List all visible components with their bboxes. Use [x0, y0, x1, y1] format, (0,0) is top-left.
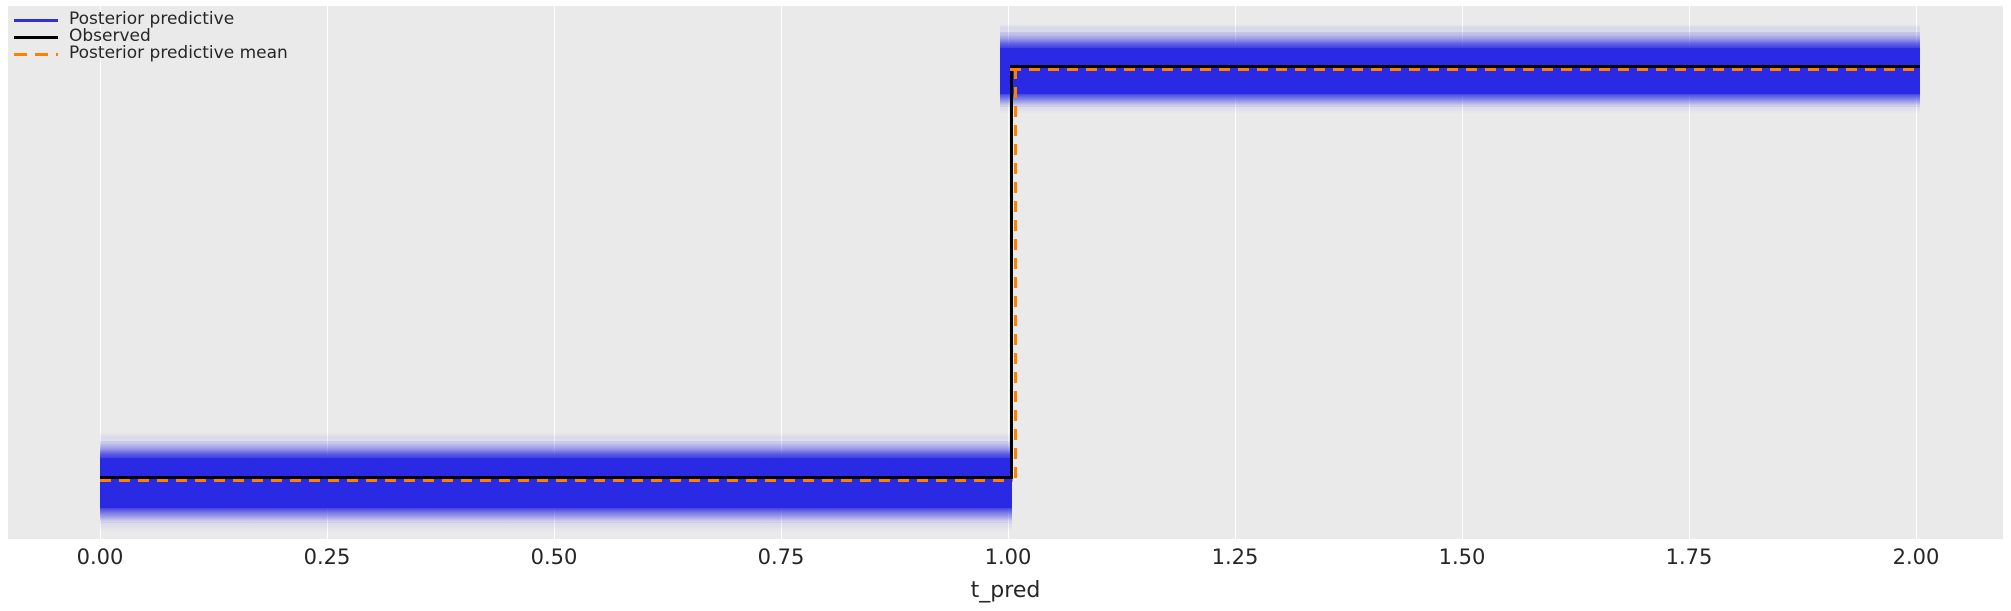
- x-tick-label-5: 1.25: [1211, 545, 1259, 569]
- observed-line-segment-lower: [100, 476, 1013, 479]
- observed-line-segment-upper: [1010, 65, 1920, 68]
- x-tick-label-6: 1.50: [1438, 545, 1486, 569]
- x-tick-label-3: 0.75: [757, 545, 805, 569]
- band-fringe-lower-outer: [100, 432, 1012, 442]
- gridline-x-2: [554, 6, 555, 539]
- x-axis-tick-labels: 0.00 0.25 0.50 0.75 1.00 1.25 1.50 1.75 …: [0, 545, 2011, 575]
- legend-entry-posterior-predictive: Posterior predictive: [14, 9, 344, 29]
- band-fringe-lower-top: [100, 441, 1012, 459]
- posterior-predictive-band-upper: [1000, 6, 1920, 126]
- band-fringe-upper-outer-bottom: [1000, 106, 1920, 114]
- legend-entry-observed: Observed: [14, 26, 344, 46]
- legend-dashed-line-icon-posterior-predictive-mean: [14, 53, 58, 56]
- band-fringe-upper-outer: [1000, 24, 1920, 34]
- legend-entry-posterior-predictive-mean: Posterior predictive mean: [14, 43, 344, 63]
- x-tick-label-7: 1.75: [1665, 545, 1713, 569]
- gridline-x-3: [781, 6, 782, 539]
- gridline-x-5: [1235, 6, 1236, 539]
- gridline-x-0: [100, 6, 101, 539]
- x-axis-label: t_pred: [970, 578, 1041, 603]
- x-tick-label-4: 1.00: [984, 545, 1032, 569]
- band-fringe-upper-bottom: [1000, 93, 1920, 107]
- gridline-x-6: [1462, 6, 1463, 539]
- band-fringe-lower-bottom: [100, 507, 1012, 523]
- band-fringe-upper-top: [1000, 32, 1920, 49]
- gridline-x-1: [327, 6, 328, 539]
- mean-line-segment-upper: [1010, 68, 1920, 71]
- plot-area: [8, 6, 2003, 539]
- x-tick-label-8: 2.00: [1892, 545, 1940, 569]
- band-fringe-lower-outer-bottom: [100, 522, 1012, 532]
- mean-line-segment-lower: [100, 479, 1013, 482]
- legend-label-observed: Observed: [69, 26, 151, 46]
- x-tick-label-2: 0.50: [530, 545, 578, 569]
- x-tick-label-0: 0.00: [76, 545, 124, 569]
- x-tick-label-1: 0.25: [303, 545, 351, 569]
- legend-line-icon-observed: [14, 36, 58, 39]
- band-core-upper: [1000, 48, 1920, 94]
- posterior-predictive-band-lower: [100, 426, 1012, 536]
- legend-label-posterior-predictive-mean: Posterior predictive mean: [69, 43, 288, 63]
- legend-line-icon-posterior-predictive: [14, 19, 58, 22]
- band-core-lower: [100, 458, 1012, 508]
- gridline-x-4: [1008, 6, 1009, 539]
- observed-line-step: [1010, 65, 1013, 479]
- legend-label-posterior-predictive: Posterior predictive: [69, 9, 235, 29]
- gridline-x-7: [1689, 6, 1690, 539]
- gridline-x-8: [1916, 6, 1917, 539]
- legend: Posterior predictive Observed Posterior …: [14, 9, 344, 63]
- mean-line-step: [1014, 68, 1017, 482]
